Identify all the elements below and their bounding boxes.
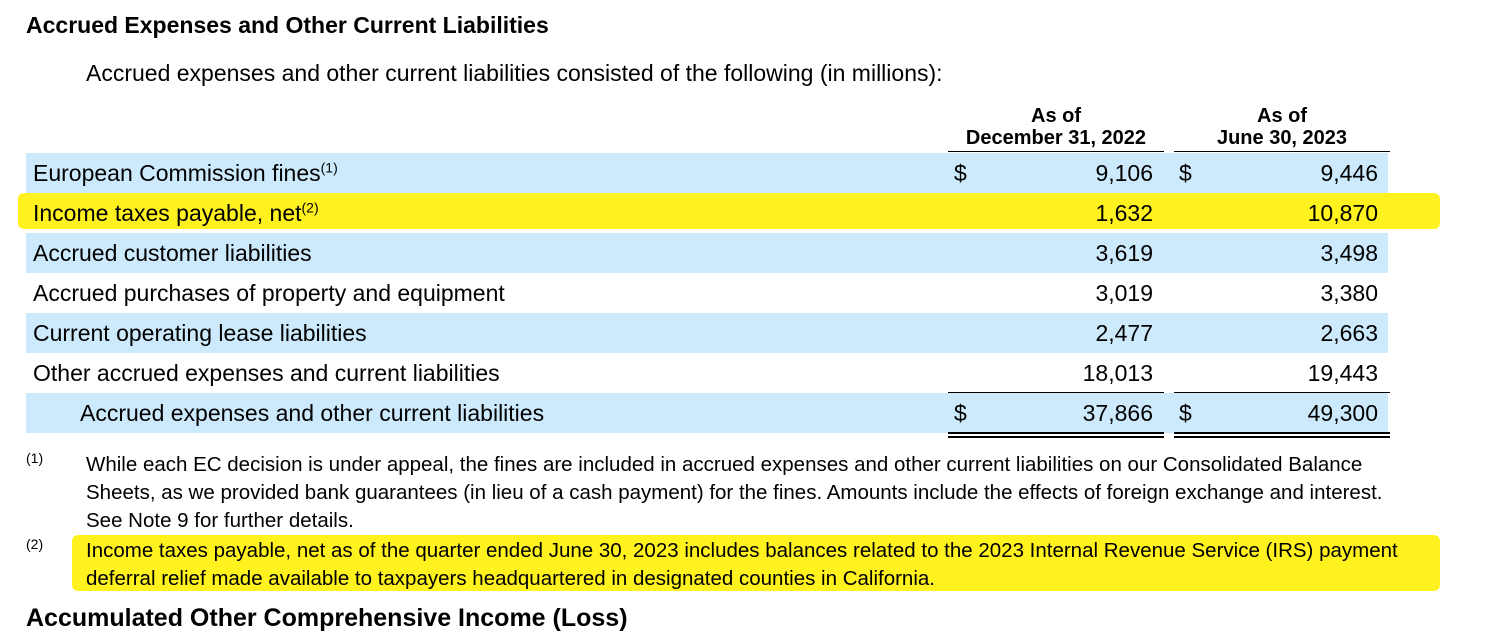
value-dec-2022: 9,106	[1095, 160, 1153, 186]
value-dec-2022: 1,632	[1095, 200, 1153, 226]
table-row: Accrued customer liabilities 3,619 3,498	[26, 233, 1388, 273]
column-header-line1: As of	[1257, 105, 1307, 127]
next-section-heading: Accumulated Other Comprehensive Income (…	[26, 604, 628, 632]
value-jun-2023: 3,380	[1320, 280, 1378, 306]
total-row: Accrued expenses and other current liabi…	[26, 393, 1388, 433]
column-header-dec-2022: As of December 31, 2022	[948, 105, 1164, 152]
footnote-text: Income taxes payable, net as of the quar…	[86, 539, 1398, 590]
footnote-ref: (2)	[301, 199, 319, 216]
column-header-line2: June 30, 2023	[1216, 127, 1348, 149]
row-label: European Commission fines(1)	[33, 159, 338, 186]
value-jun-2023: 10,870	[1307, 200, 1378, 226]
value-dec-2022: 3,019	[1095, 280, 1153, 306]
total-dec-2022: 37,866	[1082, 400, 1153, 426]
total-double-rule	[1174, 436, 1390, 438]
row-label: Other accrued expenses and current liabi…	[33, 360, 500, 386]
table-row: European Commission fines(1) $ 9,106 $ 9…	[26, 153, 1388, 193]
column-header-underline	[1174, 151, 1390, 152]
currency-symbol: $	[954, 400, 967, 426]
highlight-footnote-2	[72, 535, 1440, 591]
subtotal-rule	[948, 392, 1164, 393]
table-row: Income taxes payable, net(2) 1,632 10,87…	[26, 193, 1388, 233]
column-header-line1: As of	[1031, 105, 1081, 127]
currency-symbol: $	[954, 160, 967, 186]
value-jun-2023: 3,498	[1320, 240, 1378, 266]
subtotal-rule	[1174, 392, 1390, 393]
total-double-rule	[948, 436, 1164, 438]
footnote-marker: (2)	[26, 536, 44, 552]
row-label: Accrued customer liabilities	[33, 240, 312, 266]
section-title: Accrued Expenses and Other Current Liabi…	[26, 12, 549, 38]
footnote-ref: (1)	[320, 159, 338, 176]
total-double-rule	[1174, 432, 1390, 434]
value-dec-2022: 2,477	[1095, 320, 1153, 346]
table-row: Other accrued expenses and current liabi…	[26, 353, 1388, 393]
total-label: Accrued expenses and other current liabi…	[80, 400, 545, 426]
intro-text: Accrued expenses and other current liabi…	[86, 60, 943, 86]
total-double-rule	[948, 432, 1164, 434]
row-label: Accrued purchases of property and equipm…	[33, 280, 505, 306]
column-header-jun-2023: As of June 30, 2023	[1174, 105, 1390, 152]
table-row: Accrued purchases of property and equipm…	[26, 273, 1388, 313]
value-dec-2022: 3,619	[1095, 240, 1153, 266]
column-header-line2: December 31, 2022	[965, 127, 1147, 149]
value-jun-2023: 2,663	[1320, 320, 1378, 346]
footnote-text: While each EC decision is under appeal, …	[86, 453, 1383, 532]
row-label: Current operating lease liabilities	[33, 320, 367, 346]
currency-symbol: $	[1179, 160, 1192, 186]
value-dec-2022: 18,013	[1082, 360, 1153, 386]
currency-symbol: $	[1179, 400, 1192, 426]
row-label: Income taxes payable, net(2)	[33, 199, 319, 226]
highlight-income-taxes-row	[18, 193, 1440, 229]
total-jun-2023: 49,300	[1307, 400, 1378, 426]
value-jun-2023: 19,443	[1307, 360, 1378, 386]
table-row: Current operating lease liabilities 2,47…	[26, 313, 1388, 353]
value-jun-2023: 9,446	[1320, 160, 1378, 186]
column-header-underline	[948, 151, 1164, 152]
footnote-marker: (1)	[26, 450, 44, 466]
